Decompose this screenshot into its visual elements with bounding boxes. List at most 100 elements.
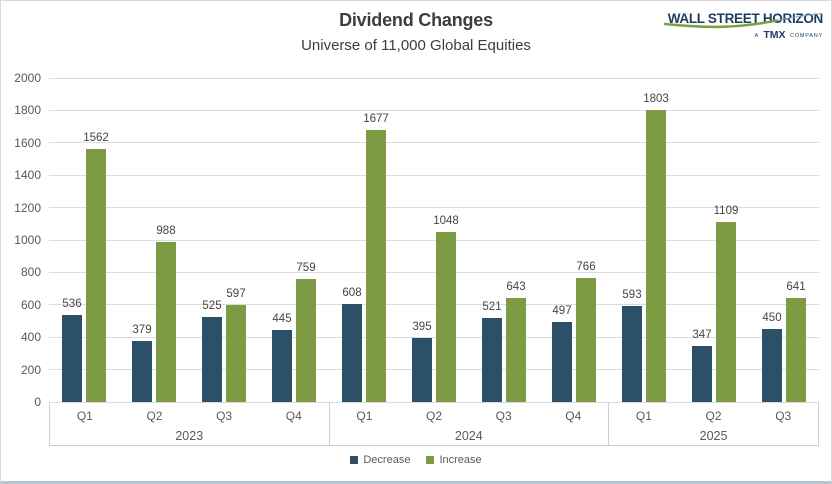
gridline (49, 369, 819, 371)
bar-value-label: 1048 (433, 215, 459, 228)
y-tick-label: 1600 (14, 135, 41, 150)
quarter-tick-label: Q3 (775, 409, 792, 423)
gridline (49, 401, 819, 403)
gridline (49, 239, 819, 241)
quarter-row: Q1 Q2 Q3 (609, 402, 818, 423)
bar-decrease: 450 (762, 312, 782, 402)
year-group-2025: Q1 Q2 Q3 2025 (608, 402, 819, 445)
bar-value-label: 766 (576, 260, 596, 273)
bar-decrease: 497 (552, 305, 572, 402)
quarter-tick-label: Q1 (356, 409, 373, 423)
bar-value-label: 521 (482, 300, 502, 313)
bar-decrease: 608 (342, 287, 362, 402)
y-tick-label: 800 (20, 265, 41, 280)
x-axis: Q1 Q2 Q3 Q4 2023 Q1 Q2 Q3 Q4 2024 Q1 Q2 Q3 2025 (49, 402, 819, 446)
bar-value-label: 1109 (713, 205, 739, 218)
quarter-tick-label: Q4 (565, 409, 582, 423)
bar-value-label: 1562 (83, 131, 109, 144)
bar-increase: 641 (786, 281, 806, 402)
y-tick-label: 1200 (14, 200, 41, 215)
legend-item-increase: Increase (426, 454, 482, 466)
quarter-tick-label: Q4 (285, 409, 302, 423)
bar-increase: 1109 (714, 205, 738, 402)
quarter-tick-label: Q2 (426, 409, 443, 423)
legend: Decrease Increase (1, 454, 831, 466)
bar-value-label: 643 (506, 280, 526, 293)
gridline (49, 109, 819, 111)
bar-decrease: 395 (412, 321, 432, 402)
y-tick-label: 200 (20, 362, 41, 377)
quarter-slot: 521 643 (469, 78, 539, 402)
quarter-tick-label: Q3 (216, 409, 233, 423)
bar-increase: 759 (296, 262, 316, 402)
bar-value-label: 593 (622, 288, 642, 301)
logo-brand-text: WALL STREET HORIZON (663, 11, 824, 29)
year-tick-label: 2023 (175, 429, 204, 443)
gridline (49, 77, 819, 79)
y-tick-label: 600 (20, 297, 41, 312)
quarter-slot: 379 988 (119, 78, 189, 402)
bar-increase: 1677 (363, 113, 389, 402)
bar-increase: 766 (576, 261, 596, 402)
quarter-slot: 593 1803 (609, 78, 679, 402)
bar-increase: 1803 (643, 93, 669, 402)
gridline (49, 271, 819, 273)
quarter-slot: 525 597 (189, 78, 259, 402)
bar-value-label: 450 (762, 312, 782, 325)
legend-label: Decrease (363, 454, 411, 466)
bar-value-label: 597 (226, 288, 246, 301)
year-tick-label: 2025 (699, 429, 728, 443)
bar-decrease: 521 (482, 301, 502, 402)
wall-street-horizon-logo: WALL STREET HORIZON A TMX COMPANY (663, 11, 824, 41)
y-tick-label: 0 (34, 395, 41, 409)
plot-bars: 536 1562 379 988 525 597 445 759 608 1677 395 1048 5… (49, 78, 819, 402)
gridline (49, 304, 819, 306)
chart-header: Dividend Changes Universe of 11,000 Glob… (1, 10, 831, 54)
legend-swatch-icon (426, 456, 435, 464)
bar-decrease: 379 (132, 324, 152, 402)
y-tick-label: 1400 (14, 168, 41, 183)
bar-value-label: 608 (342, 286, 362, 299)
logo-tagline: A TMX COMPANY (665, 29, 823, 41)
legend-swatch-icon (350, 456, 359, 464)
logo-tagline-a: A (754, 33, 759, 39)
bar-decrease: 445 (272, 313, 292, 402)
bar-increase: 643 (506, 281, 526, 402)
legend-label: Increase (439, 454, 482, 466)
bar-increase: 1048 (433, 215, 459, 402)
chart-title: Dividend Changes (339, 10, 493, 30)
bar-increase: 1562 (83, 132, 109, 402)
bar-value-label: 1677 (363, 113, 389, 126)
logo-brand-label: WALL STREET HORIZON (667, 11, 824, 26)
quarter-row: Q1 Q2 Q3 Q4 (50, 402, 329, 423)
legend-item-decrease: Decrease (350, 454, 410, 466)
y-tick-label: 1800 (14, 103, 41, 118)
plot-area: 536 1562 379 988 525 597 445 759 608 1677 395 1048 5… (49, 77, 819, 403)
gridline (49, 336, 819, 338)
bar-value-label: 347 (692, 328, 712, 341)
bar-value-label: 395 (412, 321, 432, 334)
y-tick-label: 400 (20, 330, 41, 345)
bar-decrease: 347 (692, 329, 712, 402)
bar-value-label: 641 (786, 281, 806, 294)
quarter-slot: 347 1109 (679, 78, 749, 402)
y-axis: 2000 1800 1600 1400 1200 1000 800 600 400 200 0 (1, 71, 43, 409)
bar-decrease: 536 (62, 298, 82, 402)
quarter-tick-label: Q2 (146, 409, 163, 423)
bar-increase: 988 (156, 225, 176, 402)
chart-subtitle: Universe of 11,000 Global Equities (301, 37, 531, 54)
quarter-row: Q1 Q2 Q3 Q4 (330, 402, 609, 423)
logo-tmx-mark: TMX (763, 29, 786, 41)
gridline (49, 174, 819, 176)
bar-increase: 597 (226, 288, 246, 402)
bar-decrease: 525 (202, 300, 222, 402)
year-tick-label: 2024 (454, 429, 483, 443)
quarter-slot: 536 1562 (49, 78, 119, 402)
quarter-slot: 608 1677 (329, 78, 399, 402)
quarter-slot: 395 1048 (399, 78, 469, 402)
logo-tagline-company: COMPANY (789, 33, 823, 39)
quarter-slot: 450 641 (749, 78, 819, 402)
bar-value-label: 988 (156, 224, 176, 237)
bar-value-label: 379 (132, 323, 152, 336)
